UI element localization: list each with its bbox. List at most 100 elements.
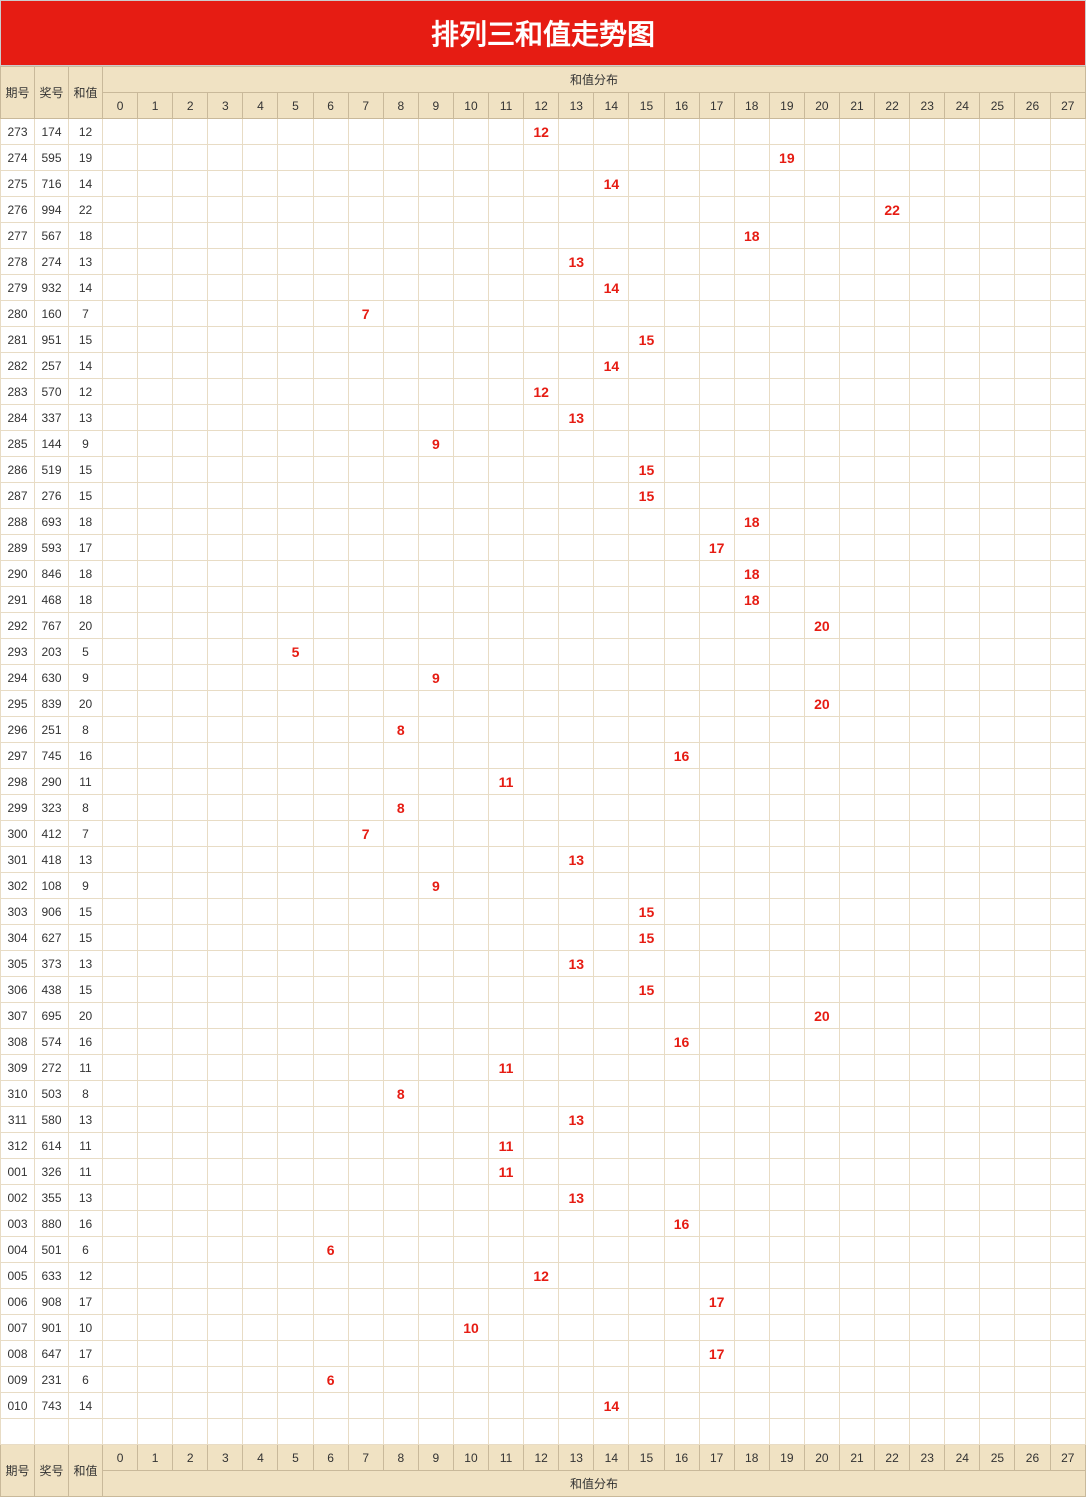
cell-dist (138, 1055, 173, 1081)
cell-dist (664, 275, 699, 301)
cell-dist: 17 (699, 1289, 734, 1315)
cell-dist (945, 795, 980, 821)
footer-dist-6: 6 (313, 1445, 348, 1471)
cell-dist (734, 353, 769, 379)
cell-dist (664, 1341, 699, 1367)
cell-dist (629, 1341, 664, 1367)
cell-dist (243, 1107, 278, 1133)
cell-dist (103, 951, 138, 977)
cell-dist (208, 483, 243, 509)
cell-dist (629, 223, 664, 249)
cell-dist (208, 457, 243, 483)
cell-dist (208, 665, 243, 691)
cell-dist (489, 613, 524, 639)
cell-dist (699, 327, 734, 353)
cell-dist (945, 925, 980, 951)
cell-dist (1015, 509, 1050, 535)
cell-dist (945, 847, 980, 873)
cell-dist (489, 1029, 524, 1055)
cell-dist (489, 1289, 524, 1315)
cell-dist (173, 275, 208, 301)
cell-dist (980, 873, 1015, 899)
cell-dist (594, 1107, 629, 1133)
cell-number: 951 (35, 327, 69, 353)
cell-dist (980, 613, 1015, 639)
cell-dist (945, 431, 980, 457)
cell-dist (138, 301, 173, 327)
cell-dist (208, 1393, 243, 1419)
cell-dist (664, 1003, 699, 1029)
cell-dist (243, 1341, 278, 1367)
cell-dist (629, 431, 664, 457)
cell-dist (313, 847, 348, 873)
cell-dist (1050, 1029, 1085, 1055)
cell-dist (524, 431, 559, 457)
cell-dist (383, 483, 418, 509)
table-row: 2895931717 (1, 535, 1086, 561)
cell-dist (980, 639, 1015, 665)
cell-dist (313, 483, 348, 509)
cell-dist (664, 249, 699, 275)
cell-dist (699, 275, 734, 301)
cell-dist (559, 1159, 594, 1185)
cell-dist (103, 873, 138, 899)
cell-dist (313, 197, 348, 223)
table-row: 3064381515 (1, 977, 1086, 1003)
cell-dist (559, 197, 594, 223)
cell-dist (278, 1367, 313, 1393)
table-row: 2982901111 (1, 769, 1086, 795)
cell-dist (980, 977, 1015, 1003)
cell-dist (524, 795, 559, 821)
table-row: 30041277 (1, 821, 1086, 847)
cell-dist (945, 1081, 980, 1107)
cell-dist (348, 1029, 383, 1055)
table-body: 2731741212274595191927571614142769942222… (1, 119, 1086, 1445)
cell-dist (804, 405, 839, 431)
cell-dist (769, 1185, 804, 1211)
cell-dist (383, 1211, 418, 1237)
cell-dist (278, 1159, 313, 1185)
cell-dist (980, 1393, 1015, 1419)
cell-dist (489, 1393, 524, 1419)
cell-dist (664, 1133, 699, 1159)
cell-dist (1015, 1341, 1050, 1367)
cell-dist (699, 665, 734, 691)
cell-dist (629, 795, 664, 821)
cell-dist (348, 431, 383, 457)
cell-dist: 15 (629, 977, 664, 1003)
cell-dist (945, 665, 980, 691)
cell-dist (559, 821, 594, 847)
cell-dist (664, 769, 699, 795)
cell-dist (839, 795, 874, 821)
cell-dist (945, 145, 980, 171)
cell-dist (173, 1107, 208, 1133)
cell-dist (910, 873, 945, 899)
table-row: 3039061515 (1, 899, 1086, 925)
cell-dist (945, 639, 980, 665)
cell-sum: 15 (69, 925, 103, 951)
cell-dist (103, 223, 138, 249)
cell-sum: 7 (69, 301, 103, 327)
cell-dist (103, 977, 138, 1003)
cell-dist (348, 1237, 383, 1263)
cell-dist (734, 171, 769, 197)
cell-dist (629, 1029, 664, 1055)
cell-dist (348, 1055, 383, 1081)
cell-dist (664, 509, 699, 535)
cell-dist (489, 327, 524, 353)
cell-sum: 9 (69, 431, 103, 457)
cell-sum: 15 (69, 327, 103, 353)
cell-dist (383, 1107, 418, 1133)
cell-dist (489, 743, 524, 769)
cell-dist (138, 379, 173, 405)
cell-dist (980, 249, 1015, 275)
cell-dist (699, 1185, 734, 1211)
cell-dist (313, 1159, 348, 1185)
table-row: 2731741212 (1, 119, 1086, 145)
cell-number: 743 (35, 1393, 69, 1419)
cell-dist (910, 275, 945, 301)
cell-dist (839, 717, 874, 743)
cell-dist (804, 951, 839, 977)
cell-dist (243, 977, 278, 1003)
cell-dist (839, 119, 874, 145)
